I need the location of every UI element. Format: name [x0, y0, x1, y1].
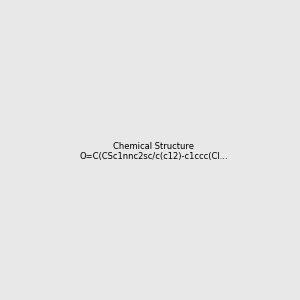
Text: Chemical Structure
O=C(CSc1nnc2sc/c(c12)-c1ccc(Cl...: Chemical Structure O=C(CSc1nnc2sc/c(c12)… [80, 142, 228, 161]
